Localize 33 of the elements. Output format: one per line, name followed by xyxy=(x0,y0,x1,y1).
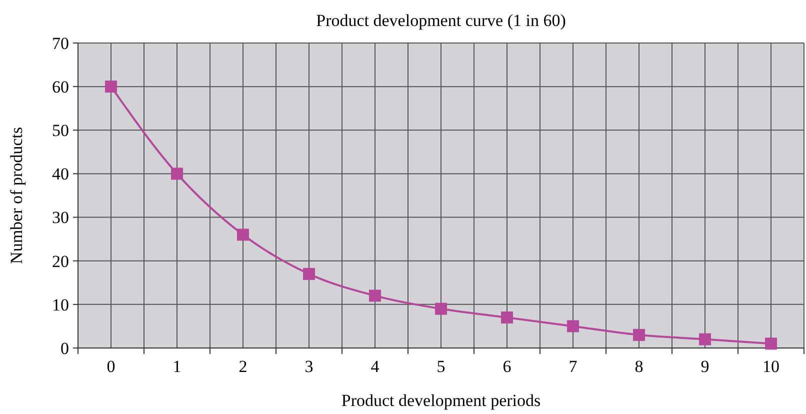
x-tick-label: 6 xyxy=(502,357,512,376)
x-tick-label: 0 xyxy=(106,357,116,376)
y-tick-label: 50 xyxy=(52,121,69,140)
x-axis-title: Product development periods xyxy=(341,391,541,410)
point xyxy=(105,80,117,93)
x-tick-label: 3 xyxy=(304,357,314,376)
y-tick-label: 60 xyxy=(52,78,69,97)
x-tick-label: 8 xyxy=(634,357,644,376)
x-tick-label: 7 xyxy=(568,357,578,376)
y-axis-title: Number of products xyxy=(7,127,26,264)
point xyxy=(435,302,447,315)
point xyxy=(699,333,711,346)
point xyxy=(765,338,777,350)
y-tick-label: 40 xyxy=(52,164,69,184)
point xyxy=(171,168,183,180)
point xyxy=(369,290,381,302)
x-tick-label: 2 xyxy=(238,357,248,376)
point xyxy=(567,320,579,332)
point xyxy=(237,228,249,241)
y-tick-label: 30 xyxy=(52,208,69,228)
chart-title: Product development curve (1 in 60) xyxy=(316,11,566,30)
x-tick-label: 4 xyxy=(370,357,380,376)
x-tick-label: 5 xyxy=(436,357,446,376)
y-tick-label: 70 xyxy=(52,34,69,53)
point xyxy=(501,312,513,324)
y-tick-label: 10 xyxy=(52,295,69,314)
y-tick-label: 20 xyxy=(52,252,69,271)
point xyxy=(633,328,645,341)
x-tick-label: 10 xyxy=(762,357,780,376)
x-tick-label: 1 xyxy=(172,357,182,376)
point xyxy=(303,268,315,280)
x-tick-label: 9 xyxy=(700,357,710,376)
y-tick-label: 0 xyxy=(60,338,69,358)
